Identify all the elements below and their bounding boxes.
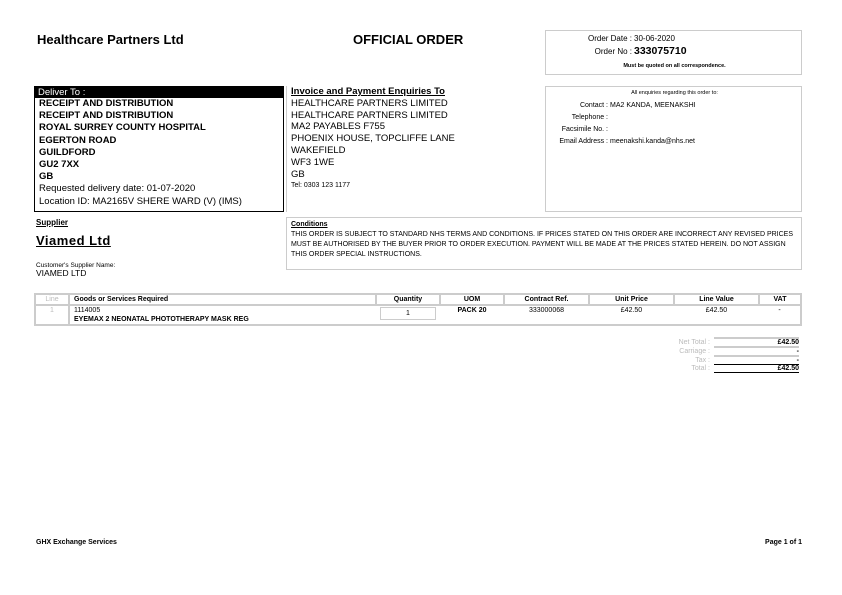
document-title: OFFICIAL ORDER	[353, 32, 464, 47]
invoice-line: WAKEFIELD	[291, 144, 346, 156]
col-line: Line	[34, 293, 70, 306]
order-info-box: Order Date : 30-06-2020 Order No : 33307…	[545, 30, 802, 75]
quote-note: Must be quoted on all correspondence.	[623, 63, 726, 69]
col-line-value: Line Value	[673, 293, 760, 306]
col-goods: Goods or Services Required	[68, 293, 377, 306]
order-date-label: Order Date :	[587, 34, 632, 43]
col-quantity: Quantity	[375, 293, 441, 306]
invoice-label: Invoice and Payment Enquiries To	[291, 86, 445, 97]
contact: MA2 KANDA, MEENAKSHI	[610, 102, 696, 109]
email: meenakshi.kanda@nhs.net	[610, 138, 695, 145]
deliver-line: ROYAL SURREY COUNTY HOSPITAL	[39, 122, 206, 134]
requested-delivery-date: Requested delivery date: 01-07-2020	[39, 183, 196, 195]
page-number: Page 1 of 1	[765, 539, 802, 546]
order-no-label: Order No :	[594, 47, 632, 56]
order-number: 333075710	[634, 45, 687, 57]
item-unit-price: £42.50	[589, 305, 674, 326]
item-quantity: 1	[380, 307, 436, 320]
invoice-box: Invoice and Payment Enquiries To HEALTHC…	[286, 86, 544, 212]
invoice-line: MA2 PAYABLES F755	[291, 121, 385, 133]
location-id: Location ID: MA2165V SHERE WARD (V) (IMS…	[39, 195, 242, 207]
fax-label: Facsimile No. :	[561, 126, 608, 133]
carriage-label: Carriage :	[679, 348, 710, 355]
customer-supplier-label: Customer's Supplier Name:	[36, 262, 116, 269]
deliver-line: GB	[39, 171, 54, 183]
item-contract-ref: 333000068	[504, 305, 589, 326]
footer-left: GHX Exchange Services	[36, 539, 117, 546]
deliver-line: RECEIPT AND DISTRIBUTION	[39, 110, 174, 122]
company-name: Healthcare Partners Ltd	[37, 32, 184, 47]
total-label: Total :	[691, 365, 710, 372]
invoice-line: PHOENIX HOUSE, TOPCLIFFE LANE	[291, 133, 455, 145]
deliver-line: EGERTON ROAD	[39, 134, 117, 146]
item-description: EYEMAX 2 NEONATAL PHOTOTHERAPY MASK REG	[74, 316, 249, 323]
col-uom: UOM	[439, 293, 505, 306]
contact-label: Contact :	[579, 102, 608, 109]
deliver-line: RECEIPT AND DISTRIBUTION	[39, 98, 174, 109]
totals-table: Net Total : £42.50 Carriage :- Tax :- Tot…	[670, 337, 799, 373]
col-vat: VAT	[758, 293, 802, 306]
telephone-label: Telephone :	[571, 114, 608, 121]
deliver-to-label: Deliver To :	[35, 87, 283, 98]
invoice-line: GB	[291, 168, 305, 180]
deliver-to-box: Deliver To : RECEIPT AND DISTRIBUTION RE…	[34, 86, 284, 212]
order-date: 30-06-2020	[634, 34, 675, 43]
enquiries-box: All enquiries regarding this order to: C…	[545, 86, 802, 212]
net-total: £42.50	[714, 337, 799, 347]
invoice-line: HEALTHCARE PARTNERS LIMITED	[291, 109, 448, 121]
item-uom: PACK 20	[440, 305, 504, 326]
carriage: -	[714, 346, 799, 356]
deliver-line: GU2 7XX	[39, 159, 80, 171]
order-items-table: Line Goods or Services Required Quantity…	[34, 293, 802, 326]
deliver-line: GUILDFORD	[39, 146, 96, 158]
col-contract-ref: Contract Ref.	[503, 293, 590, 306]
conditions-box: Conditions THIS ORDER IS SUBJECT TO STAN…	[286, 217, 802, 270]
email-label: Email Address :	[559, 138, 608, 145]
invoice-line: HEALTHCARE PARTNERS LIMITED	[291, 97, 448, 109]
tax: -	[714, 355, 799, 365]
line-number: 1	[34, 305, 70, 326]
conditions-label: Conditions	[291, 221, 328, 228]
item-vat: -	[759, 305, 802, 326]
table-header-row: Line Goods or Services Required Quantity…	[34, 293, 802, 306]
invoice-tel: Tel: 0303 123 1177	[291, 182, 351, 190]
table-row: 1 1114005 EYEMAX 2 NEONATAL PHOTOTHERAPY …	[34, 305, 802, 326]
supplier-label: Supplier	[36, 218, 69, 227]
supplier-name: Viamed Ltd	[36, 233, 111, 248]
item-code: 1114005	[74, 307, 101, 314]
customer-supplier-name: VIAMED LTD	[36, 268, 87, 278]
conditions-text: THIS ORDER IS SUBJECT TO STANDARD NHS TE…	[291, 231, 794, 258]
tax-label: Tax :	[695, 356, 710, 364]
net-total-label: Net Total :	[678, 339, 710, 346]
invoice-line: WF3 1WE	[291, 156, 335, 168]
total: £42.50	[714, 364, 799, 373]
enquiries-heading: All enquiries regarding this order to:	[631, 90, 718, 96]
item-line-value: £42.50	[674, 305, 759, 326]
col-unit-price: Unit Price	[588, 293, 675, 306]
